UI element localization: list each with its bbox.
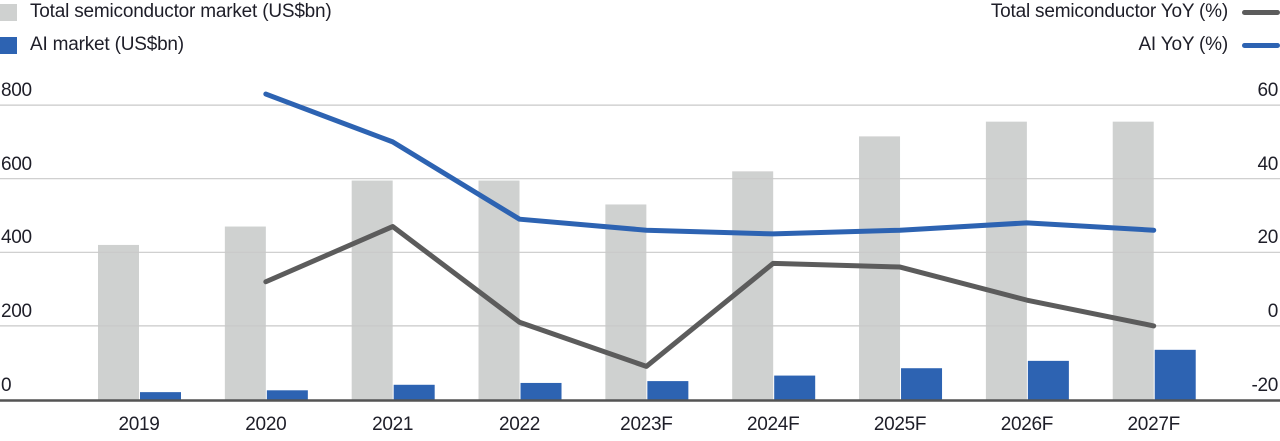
total-market-bar-2020 [224, 226, 266, 401]
x-label-2027F: 2027F [1127, 414, 1181, 435]
total-market-bar-2021 [351, 180, 393, 401]
x-label-2023F: 2023F [620, 414, 673, 435]
ai-yoy-line [263, 91, 1157, 237]
total-yoy-line-swatch [1242, 9, 1280, 15]
ai-market-bar-2024F [774, 375, 816, 401]
ai-market-swatch [0, 36, 17, 54]
right-tick-20: 20 [1257, 227, 1278, 249]
ai-market-bar-2026F [1027, 360, 1069, 401]
total-yoy-line [263, 224, 1157, 369]
ai-market-bar-2021 [393, 384, 435, 401]
total-market-swatch [0, 3, 17, 21]
legend-item-total-yoy: Total semiconductor YoY (%) [991, 1, 1280, 23]
bars-group [98, 121, 1196, 401]
legend-label-total-market: Total semiconductor market (US$bn) [30, 1, 332, 22]
left-tick-200: 200 [1, 300, 32, 322]
left-tick-800: 800 [1, 80, 32, 102]
ai-market-bar-2023F [647, 381, 689, 401]
right-tick-0: 0 [1267, 300, 1279, 322]
x-label-2025F: 2025F [873, 414, 927, 435]
total-market-bar-2027F [1112, 121, 1154, 401]
right-tick--20: -20 [1251, 374, 1278, 396]
legend-item-ai-market: AI market (US$bn) [0, 34, 184, 56]
right-tick-40: 40 [1257, 153, 1278, 175]
x-label-2019: 2019 [118, 414, 160, 435]
left-tick-400: 400 [1, 227, 32, 249]
x-label-2026F: 2026F [1000, 414, 1054, 435]
total-market-bar-2024F [732, 171, 774, 401]
x-label-2024F: 2024F [747, 414, 800, 435]
ai-market-bar-2027F [1154, 349, 1196, 401]
gridlines [0, 104, 1280, 327]
x-label-2022: 2022 [498, 414, 541, 435]
total-market-bar-2019 [98, 244, 139, 401]
total-market-bar-2023F [605, 204, 647, 401]
legend-label-total-yoy: Total semiconductor YoY (%) [990, 1, 1228, 22]
ai-market-bar-2020 [266, 390, 308, 401]
legend-item-total-market: Total semiconductor market (US$bn) [0, 1, 332, 23]
right-tick-60: 60 [1257, 80, 1278, 102]
ai-yoy-line-swatch [1242, 42, 1280, 48]
left-tick-0: 0 [1, 374, 12, 396]
left-tick-600: 600 [1, 153, 32, 175]
legend-item-ai-yoy: AI YoY (%) [1138, 34, 1280, 56]
ai-market-bar-2022 [520, 382, 562, 401]
total-market-bar-2026F [985, 121, 1027, 401]
x-label-2020: 2020 [245, 414, 287, 435]
total-market-bar-2025F [859, 136, 901, 401]
legend-label-ai-market: AI market (US$bn) [30, 34, 184, 55]
ai-market-bar-2019 [140, 392, 181, 401]
x-label-2021: 2021 [372, 414, 414, 435]
total-market-bar-2022 [478, 180, 520, 401]
ai-market-bar-2025F [901, 368, 943, 401]
legend-label-ai-yoy: AI YoY (%) [1138, 34, 1228, 55]
